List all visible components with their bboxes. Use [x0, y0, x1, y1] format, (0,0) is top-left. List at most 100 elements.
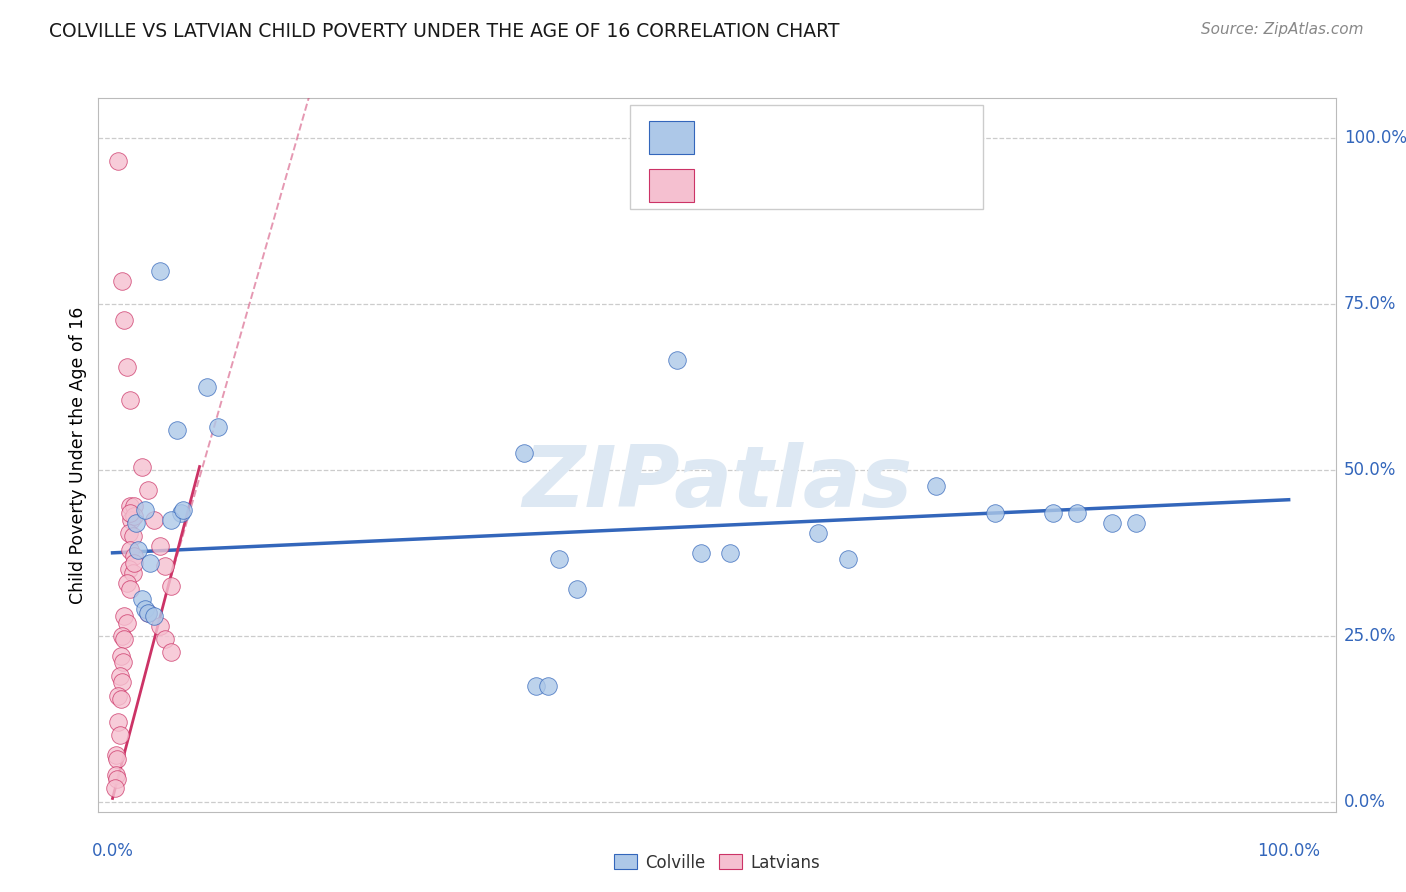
Point [112, 313, 135, 327]
Point [155, 559, 177, 574]
Point [983, 506, 1005, 520]
Point [207, 419, 229, 434]
Point [160, 513, 183, 527]
Point [122, 556, 145, 570]
Point [148, 619, 170, 633]
Point [120, 582, 142, 597]
Point [136, 483, 159, 497]
Point [1125, 516, 1147, 530]
Text: COLVILLE VS LATVIAN CHILD POVERTY UNDER THE AGE OF 16 CORRELATION CHART: COLVILLE VS LATVIAN CHILD POVERTY UNDER … [49, 22, 839, 41]
Point [134, 502, 156, 516]
Point [160, 579, 183, 593]
Text: R =: R = [710, 128, 745, 146]
Point [136, 606, 159, 620]
Point [111, 274, 134, 288]
Text: 46: 46 [873, 177, 894, 194]
Point [170, 506, 193, 520]
Point [112, 608, 135, 623]
Point [120, 500, 142, 514]
Text: 50.0%: 50.0% [1344, 461, 1396, 479]
Text: 0.103: 0.103 [758, 128, 806, 146]
Point [1101, 516, 1123, 530]
Point [110, 648, 132, 663]
Point [122, 549, 145, 563]
Point [537, 679, 560, 693]
Point [112, 656, 135, 670]
Point [112, 632, 135, 647]
Point [122, 500, 145, 514]
Point [134, 602, 156, 616]
Point [115, 359, 138, 374]
Point [122, 509, 145, 524]
Point [108, 668, 131, 682]
Point [689, 546, 711, 560]
Point [115, 615, 138, 630]
Point [120, 506, 142, 520]
Point [120, 542, 142, 557]
Point [120, 513, 142, 527]
FancyBboxPatch shape [650, 121, 693, 153]
Point [120, 393, 142, 408]
Point [105, 772, 128, 786]
Point [111, 675, 134, 690]
Point [195, 380, 218, 394]
Point [115, 575, 138, 590]
Point [127, 542, 149, 557]
Text: ZIPatlas: ZIPatlas [522, 442, 912, 525]
Text: 100.0%: 100.0% [1344, 129, 1406, 147]
Point [155, 632, 177, 647]
Y-axis label: Child Poverty Under the Age of 16: Child Poverty Under the Age of 16 [69, 306, 87, 604]
Point [110, 691, 132, 706]
Point [108, 728, 131, 742]
FancyBboxPatch shape [650, 169, 693, 202]
Point [925, 479, 948, 493]
FancyBboxPatch shape [630, 105, 983, 209]
Point [837, 552, 859, 566]
Point [1066, 506, 1088, 520]
Point [148, 539, 170, 553]
Point [104, 781, 127, 796]
Point [125, 516, 148, 530]
Point [131, 592, 153, 607]
Legend: Colville, Latvians: Colville, Latvians [607, 847, 827, 879]
Point [121, 566, 143, 580]
Point [131, 459, 153, 474]
Point [118, 562, 141, 576]
Point [666, 353, 689, 368]
Text: 25.0%: 25.0% [1344, 627, 1396, 645]
Point [718, 546, 741, 560]
Point [121, 529, 143, 543]
Point [172, 502, 194, 516]
Point [1042, 506, 1064, 520]
Point [105, 768, 128, 782]
Point [513, 446, 536, 460]
Point [139, 556, 162, 570]
Point [111, 629, 134, 643]
Point [142, 608, 165, 623]
Point [118, 525, 141, 540]
Point [166, 423, 188, 437]
Point [548, 552, 571, 566]
Text: Source: ZipAtlas.com: Source: ZipAtlas.com [1201, 22, 1364, 37]
Point [136, 606, 159, 620]
Point [107, 154, 129, 169]
Point [148, 263, 170, 277]
Text: 0.0%: 0.0% [1344, 793, 1386, 811]
Text: N =: N = [825, 177, 863, 194]
Text: 0.602: 0.602 [758, 177, 806, 194]
Text: R =: R = [710, 177, 745, 194]
Text: 31: 31 [873, 128, 894, 146]
Text: 75.0%: 75.0% [1344, 295, 1396, 313]
Point [142, 513, 165, 527]
Text: 100.0%: 100.0% [1257, 842, 1320, 860]
Point [565, 582, 588, 597]
Point [807, 525, 830, 540]
Point [107, 689, 129, 703]
Point [105, 748, 128, 763]
Point [107, 715, 129, 730]
Point [105, 751, 128, 765]
Point [524, 679, 547, 693]
Text: N =: N = [825, 128, 863, 146]
Text: 0.0%: 0.0% [91, 842, 134, 860]
Point [160, 645, 183, 659]
